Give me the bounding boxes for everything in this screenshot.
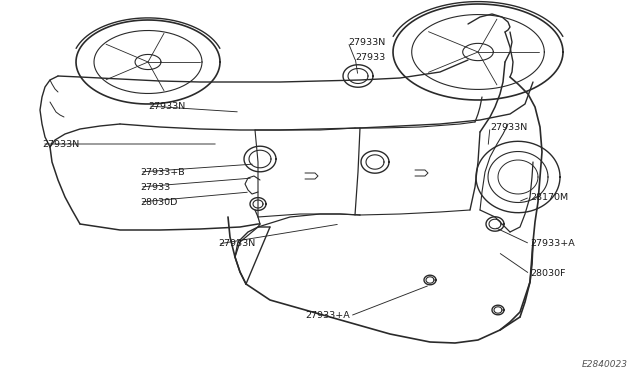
Text: 27933N: 27933N: [348, 38, 385, 46]
Text: 27933N: 27933N: [148, 102, 185, 110]
Text: 28030D: 28030D: [140, 198, 177, 206]
Text: 27933N: 27933N: [490, 122, 527, 131]
Text: 28170M: 28170M: [530, 192, 568, 202]
Text: 27933N: 27933N: [218, 240, 255, 248]
Text: 27933: 27933: [140, 183, 170, 192]
Text: 27933+A: 27933+A: [305, 311, 350, 321]
Text: 27933N: 27933N: [42, 140, 79, 148]
Text: E2840023: E2840023: [582, 360, 628, 369]
Text: 28030F: 28030F: [530, 269, 566, 279]
Text: 27933: 27933: [355, 52, 385, 61]
Text: 27933+A: 27933+A: [530, 240, 575, 248]
Text: 27933+B: 27933+B: [140, 167, 184, 176]
